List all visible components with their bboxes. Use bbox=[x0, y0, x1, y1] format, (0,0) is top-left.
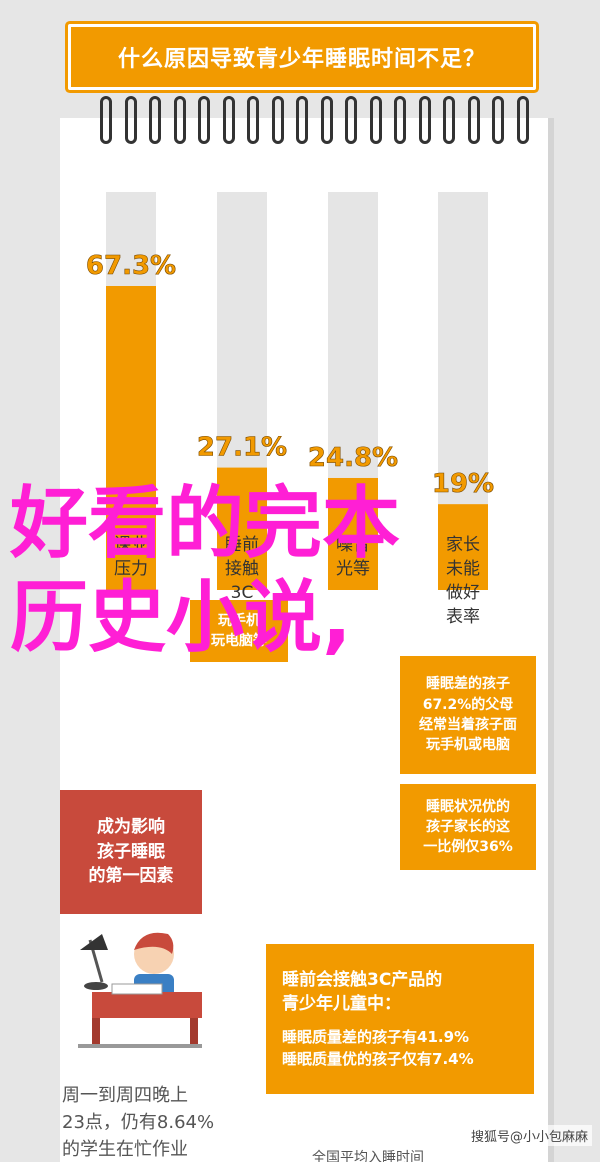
title-banner: 什么原因导致青少年睡眠时间不足？ bbox=[68, 24, 536, 90]
callout-line: 玩手机或电脑 bbox=[426, 737, 510, 754]
category-label: 表率 bbox=[446, 607, 480, 627]
callout-heading-line: 青少年儿童中： bbox=[282, 994, 401, 1015]
spiral-ring bbox=[173, 96, 186, 144]
spiral-ring bbox=[247, 96, 259, 144]
callout-line: 睡眠差的孩子 bbox=[426, 676, 510, 693]
spiral-ring bbox=[124, 96, 137, 144]
bar bbox=[438, 504, 488, 590]
spiral-ring bbox=[443, 96, 455, 144]
callout-line: 睡眠状况优的 bbox=[426, 798, 510, 815]
callout-line: 67.2%的父母 bbox=[422, 696, 514, 713]
spiral-ring bbox=[394, 96, 406, 144]
spiral-ring bbox=[222, 96, 235, 144]
spiral-ring bbox=[467, 96, 480, 144]
callout-first-factor: 成为影响 孩子睡眠 的第一因素 bbox=[60, 790, 202, 914]
callout-small: 玩手机 玩电脑等 bbox=[190, 600, 288, 662]
spiral-ring bbox=[418, 96, 431, 144]
callout-line: 睡眠质量差的孩子有41.9% bbox=[282, 1027, 470, 1046]
spiral-ring bbox=[516, 96, 529, 144]
callout-heading-line: 睡前会接触3C产品的 bbox=[282, 969, 443, 990]
spiral-ring bbox=[369, 96, 382, 144]
callout-parents-phone: 睡眠差的孩子 67.2%的父母 经常当着孩子面 玩手机或电脑 bbox=[400, 656, 536, 774]
bar bbox=[217, 467, 267, 590]
homework-note-line: 周一到周四晚上 bbox=[62, 1085, 188, 1106]
callout-line: 的第一因素 bbox=[88, 866, 174, 887]
spiral-ring bbox=[198, 96, 210, 144]
category-label: 3C bbox=[231, 583, 254, 603]
category-label: 做好 bbox=[446, 583, 480, 603]
spiral-ring bbox=[296, 96, 308, 144]
spiral-ring bbox=[320, 96, 333, 144]
spiral-ring bbox=[345, 96, 357, 144]
callout-line: 经常当着孩子面 bbox=[419, 717, 517, 733]
category-label: 接触 bbox=[225, 559, 259, 579]
bar-value-label: 27.1% bbox=[197, 433, 287, 463]
category-label: 未能 bbox=[446, 559, 480, 579]
homework-note-line: 的学生在忙作业 bbox=[62, 1139, 188, 1160]
cut-off-text: 全国平均入睡时间 bbox=[312, 1150, 424, 1162]
watermark: 搜狐号@小小包麻麻 bbox=[466, 1125, 592, 1146]
category-label: 家长 bbox=[446, 535, 480, 555]
bar-value-label: 19% bbox=[432, 469, 494, 499]
page-title: 什么原因导致青少年睡眠时间不足？ bbox=[117, 47, 486, 72]
category-label: 课业 bbox=[114, 535, 148, 555]
spiral-ring bbox=[100, 96, 112, 144]
spiral-ring bbox=[271, 96, 284, 144]
callout-line: 孩子家长的这 bbox=[426, 818, 510, 835]
homework-note: 周一到周四晚上 23点，仍有8.64% 的学生在忙作业 bbox=[62, 1082, 214, 1162]
bar bbox=[328, 477, 378, 590]
category-label: 噪音 bbox=[336, 535, 370, 555]
category-label: 睡前 bbox=[225, 535, 259, 555]
spiral-ring bbox=[492, 96, 504, 144]
category-label: 光等 bbox=[336, 559, 370, 579]
callout-line: 成为影响 bbox=[97, 817, 165, 838]
spiral-ring bbox=[149, 96, 161, 144]
callout-small-line: 玩电脑等 bbox=[211, 633, 267, 649]
callout-line: 一比例仅36% bbox=[423, 839, 513, 856]
callout-line: 睡眠质量优的孩子仅有7.4% bbox=[282, 1049, 474, 1068]
callout-good-sleep: 睡眠状况优的 孩子家长的这 一比例仅36% bbox=[400, 784, 536, 870]
category-label: 压力 bbox=[114, 559, 148, 579]
student-illustration bbox=[78, 932, 202, 1048]
callout-line: 孩子睡眠 bbox=[97, 841, 165, 862]
bar-value-label: 24.8% bbox=[308, 443, 398, 473]
bar bbox=[106, 286, 156, 590]
callout-3c-products: 睡前会接触3C产品的 青少年儿童中： 睡眠质量差的孩子有41.9% 睡眠质量优的… bbox=[266, 944, 534, 1094]
callout-small-line: 玩手机 bbox=[218, 612, 260, 629]
homework-note-line: 23点，仍有8.64% bbox=[62, 1112, 215, 1133]
bar-value-label: 67.3% bbox=[86, 251, 176, 281]
